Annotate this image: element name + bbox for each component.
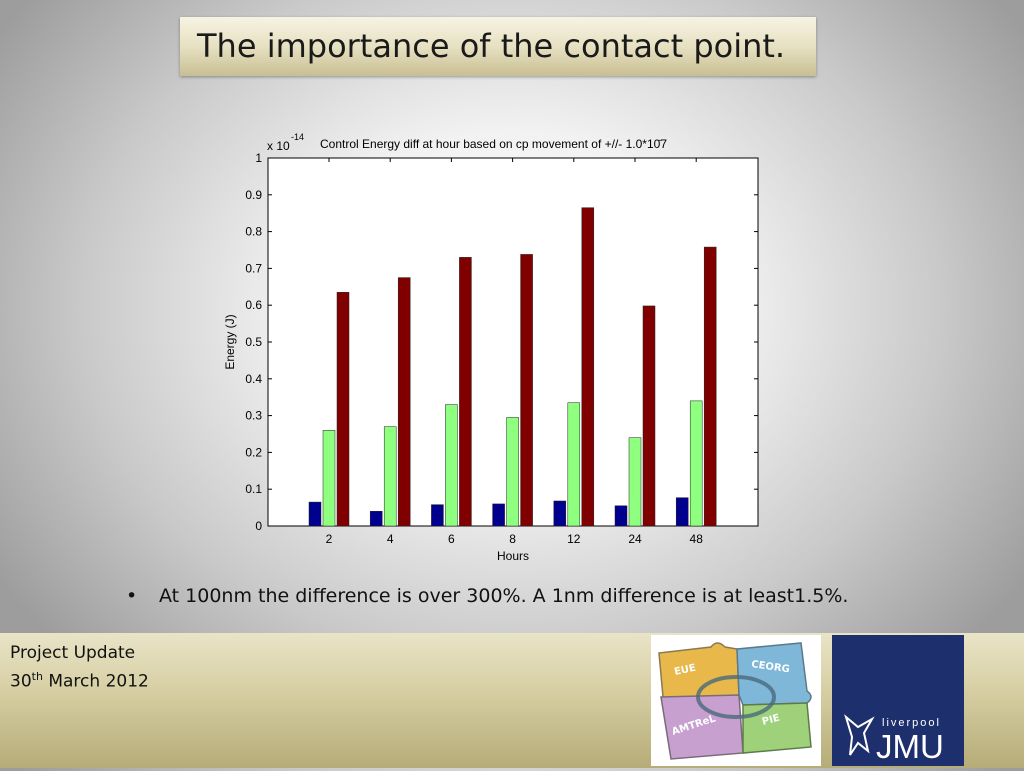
- bar: [459, 257, 472, 527]
- footer-date-day: 30: [10, 671, 32, 692]
- x-tick-label: 12: [567, 532, 581, 546]
- chart-svg: 00.10.20.30.40.50.60.70.80.912 4 6 8 12 24 48H…: [223, 132, 759, 563]
- exponent-power: -14: [291, 132, 304, 142]
- puzzle-label-pie: PIE: [761, 713, 781, 728]
- bar: [369, 511, 383, 527]
- bar: [492, 503, 505, 527]
- bar: [628, 437, 642, 527]
- slide-title: The importance of the contact point.: [197, 27, 786, 65]
- title-banner: The importance of the contact point.: [180, 17, 816, 76]
- y-axis-label: Energy (J): [223, 314, 237, 369]
- y-tick-label: 0.8: [245, 225, 262, 239]
- y-tick-label: 0.9: [245, 188, 262, 202]
- x-tick-label: 8: [509, 532, 516, 546]
- bar: [614, 505, 628, 527]
- bullet-symbol: •: [126, 585, 138, 607]
- puzzle-label-eue: EUE: [673, 663, 697, 678]
- y-tick-label: 0.7: [245, 261, 262, 275]
- bar: [642, 305, 656, 527]
- y-tick-label: 0: [255, 519, 262, 533]
- footer-date: 30th March 2012: [10, 670, 149, 692]
- bar: [675, 497, 689, 527]
- bar: [520, 254, 533, 527]
- jmu-liverpool-text: liverpool: [882, 717, 941, 729]
- liver-bird-icon: [844, 714, 875, 756]
- exponent-base: x 10: [267, 139, 290, 153]
- y-tick-label: 0.4: [245, 372, 262, 386]
- x-tick-label: 24: [628, 532, 642, 546]
- bar: [308, 501, 322, 527]
- puzzle-logo: EUE CEORG PIE AMTReL: [651, 635, 821, 766]
- jmu-logo: liverpool JMU: [832, 635, 964, 766]
- puzzle-label-ceorg: CEORG: [751, 659, 791, 675]
- chart-title: Control Energy diff at hour based on cp …: [320, 137, 667, 151]
- y-tick-label: 1: [255, 151, 262, 165]
- y-tick-label: 0.2: [245, 445, 262, 459]
- footer-date-rest: March 2012: [42, 671, 149, 692]
- x-tick-label: 2: [326, 532, 333, 546]
- bar: [703, 246, 717, 527]
- puzzle-logo-graphic: EUE CEORG PIE AMTReL: [658, 642, 812, 760]
- x-axis-label: Hours: [497, 549, 529, 563]
- x-tick-label: 48: [690, 532, 704, 546]
- footer-project-update: Project Update: [10, 643, 136, 663]
- bar-chart: 0 0.1 0.2 0.3 0.4 0.5 0.6 0.7 0.8 0.9 1 2 4 6 8 12 24 48 H…: [220, 130, 765, 570]
- bar: [336, 292, 350, 527]
- y-tick-label: 0.6: [245, 298, 262, 312]
- bar: [581, 207, 595, 527]
- footer-date-suffix: th: [31, 670, 43, 683]
- bar: [445, 404, 458, 527]
- bar: [567, 402, 581, 527]
- y-tick-label: 0.3: [245, 409, 262, 423]
- jmu-text: JMU: [876, 728, 944, 765]
- bar: [431, 504, 444, 527]
- bullet-text: At 100nm the difference is over 300%. A …: [159, 585, 849, 607]
- bar: [506, 417, 519, 527]
- bar: [322, 430, 336, 527]
- y-tick-label: 0.5: [245, 335, 262, 349]
- x-tick-label: 4: [387, 532, 394, 546]
- footer: Project Update 30th March 2012 EUE CEORG…: [0, 633, 1024, 768]
- x-tick-label: 6: [448, 532, 455, 546]
- bar: [397, 277, 411, 527]
- bar: [553, 500, 567, 527]
- y-tick-label: 0.1: [245, 482, 262, 496]
- bar: [689, 400, 703, 527]
- bar: [383, 426, 397, 527]
